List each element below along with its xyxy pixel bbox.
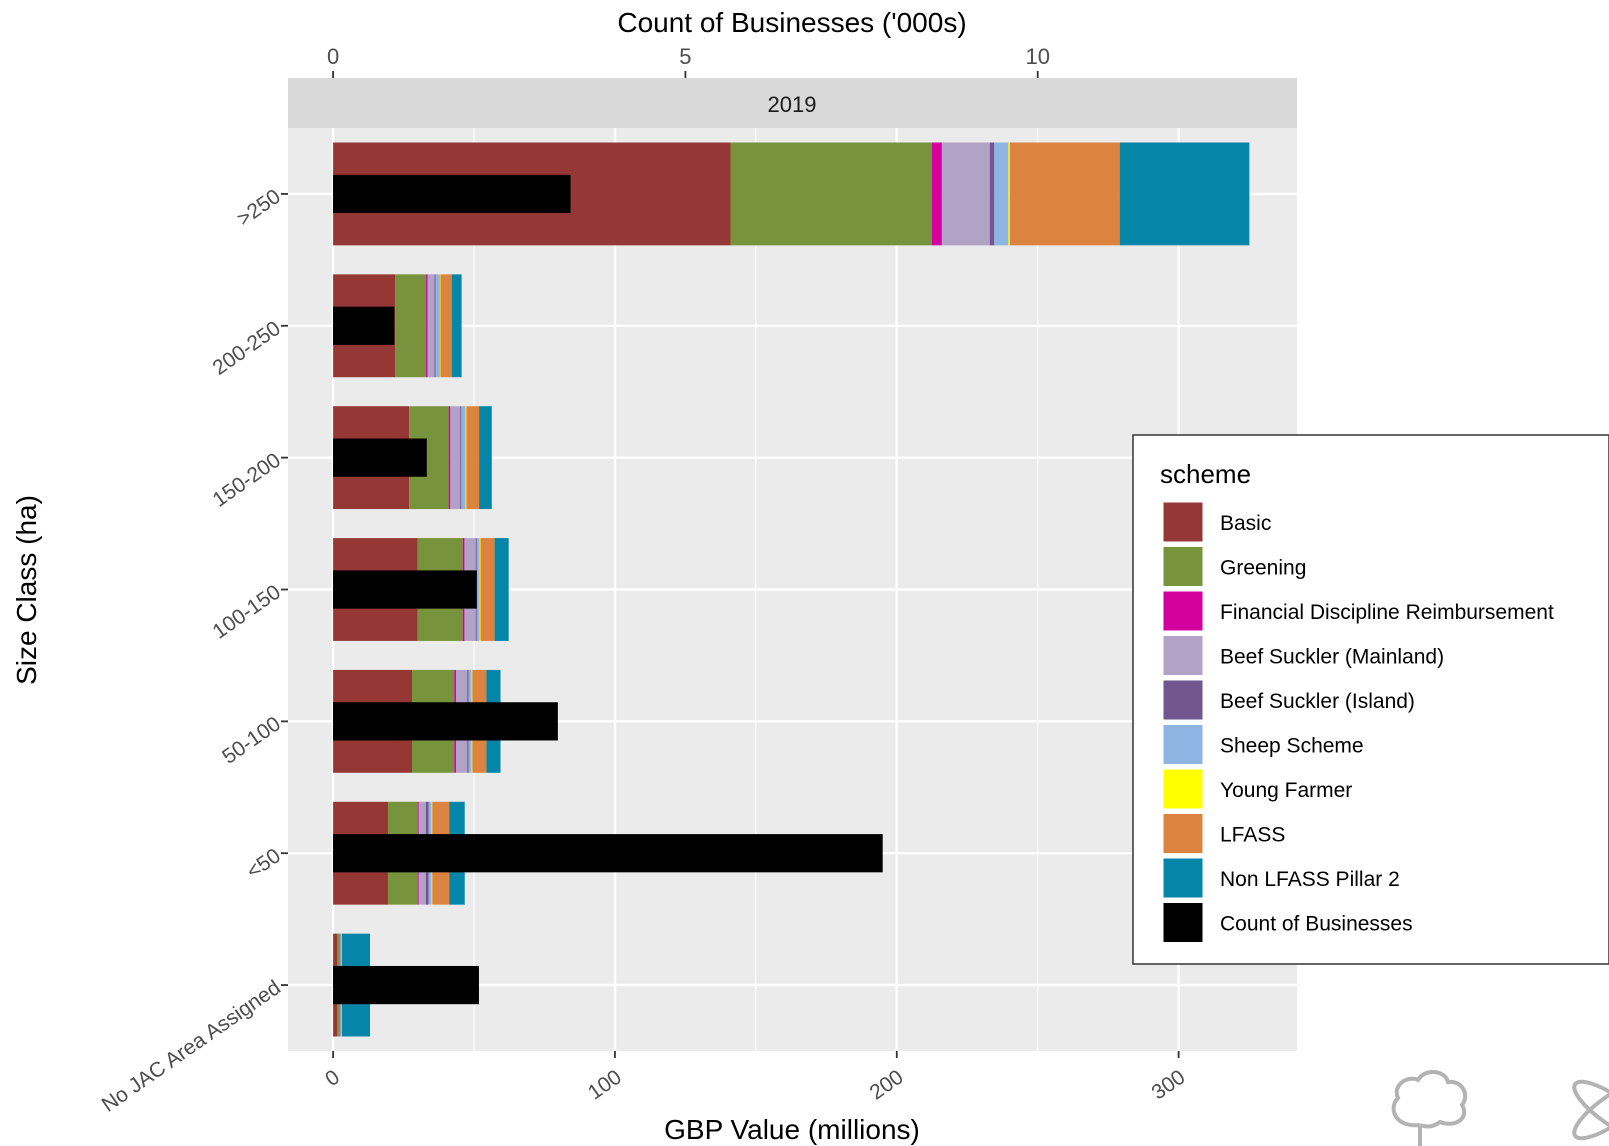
bar-segment bbox=[434, 274, 436, 378]
bar-segment bbox=[994, 142, 1009, 246]
y-tick-label: 150-200 bbox=[209, 449, 285, 512]
x-axis-title: GBP Value (millions) bbox=[664, 1114, 920, 1145]
count-bars bbox=[333, 174, 883, 1005]
legend-key bbox=[1162, 768, 1204, 810]
legend-label: Non LFASS Pillar 2 bbox=[1220, 868, 1400, 891]
legend-label: Beef Suckler (Mainland) bbox=[1220, 646, 1444, 669]
bar-segment bbox=[465, 406, 467, 510]
legend-label: Greening bbox=[1220, 557, 1306, 580]
legend-key bbox=[1162, 724, 1204, 765]
bar-segment bbox=[1009, 142, 1120, 246]
y-tick-label: <50 bbox=[243, 844, 285, 883]
decorative-tree-icon bbox=[1391, 1070, 1468, 1146]
bar-segment bbox=[989, 142, 995, 246]
top-tick-label: 0 bbox=[327, 44, 339, 69]
x-tick-label: 200 bbox=[866, 1066, 908, 1105]
decorative-atom-icon bbox=[1572, 1079, 1609, 1141]
legend-key bbox=[1162, 546, 1204, 587]
facet-strip-label: 2019 bbox=[768, 92, 817, 117]
bar-segment bbox=[479, 538, 481, 641]
x-tick-label: 0 bbox=[321, 1066, 344, 1092]
bar-segment bbox=[426, 274, 428, 378]
bar-segment bbox=[480, 538, 495, 641]
legend-key bbox=[1162, 635, 1204, 676]
bar-segment bbox=[451, 274, 462, 378]
bar-segment bbox=[466, 406, 480, 510]
bar-segment bbox=[450, 406, 461, 510]
legend-label: Financial Discipline Reimbursement bbox=[1220, 601, 1554, 624]
legend-label: LFASS bbox=[1220, 824, 1285, 847]
legend-label: Sheep Scheme bbox=[1220, 735, 1364, 758]
bar-segment bbox=[479, 406, 492, 510]
y-tick-label: 100-150 bbox=[209, 580, 285, 643]
count-bar bbox=[333, 965, 479, 1005]
bar-segment bbox=[1119, 142, 1250, 246]
y-tick-label: No JAC Area Assigned bbox=[98, 976, 285, 1117]
legend-key bbox=[1162, 501, 1204, 543]
legend: scheme Basic Greening Financial Discipline… bbox=[1132, 434, 1609, 965]
count-bar bbox=[333, 834, 883, 873]
bar-segment bbox=[941, 142, 990, 246]
count-bar bbox=[333, 438, 427, 477]
legend-label: Basic bbox=[1220, 512, 1271, 535]
legend-key bbox=[1162, 857, 1204, 899]
legend-title: scheme bbox=[1160, 459, 1251, 489]
bar-segment bbox=[461, 406, 466, 510]
bar-segment bbox=[730, 142, 933, 246]
legend-key bbox=[1162, 679, 1204, 721]
count-bar bbox=[333, 174, 571, 214]
legend-key bbox=[1162, 813, 1204, 854]
x-tick-label: 300 bbox=[1148, 1066, 1190, 1105]
legend-key bbox=[1162, 590, 1204, 632]
bar-segment bbox=[427, 274, 435, 378]
top-tick-label: 10 bbox=[1025, 44, 1049, 69]
bar-segment bbox=[440, 274, 452, 378]
bar-segment bbox=[439, 274, 441, 378]
y-tick-label: 50-100 bbox=[218, 712, 285, 768]
bar-segment bbox=[476, 538, 480, 641]
count-bar bbox=[333, 306, 395, 345]
legend-label: Young Farmer bbox=[1220, 779, 1352, 802]
x-tick-label: 100 bbox=[584, 1066, 626, 1105]
bar-segment bbox=[395, 274, 427, 378]
legend-box bbox=[1132, 434, 1609, 965]
facet-strip bbox=[288, 78, 1297, 128]
top-tick-label: 5 bbox=[679, 44, 691, 69]
count-bar bbox=[333, 702, 558, 741]
y-tick-label: 200-250 bbox=[209, 317, 285, 380]
bar-segment bbox=[435, 274, 440, 378]
top-axis-title: Count of Businesses ('000s) bbox=[617, 7, 966, 38]
legend-label: Beef Suckler (Island) bbox=[1220, 690, 1415, 713]
bar-segment bbox=[1008, 142, 1010, 246]
y-axis-title: Size Class (ha) bbox=[11, 495, 42, 685]
bar-segment bbox=[932, 142, 942, 246]
bar-segment bbox=[448, 406, 451, 510]
y-tick-label: >250 bbox=[233, 185, 285, 231]
bar-segment bbox=[460, 406, 462, 510]
bar-segment bbox=[494, 538, 509, 641]
count-bar bbox=[333, 570, 477, 609]
legend-label: Count of Businesses bbox=[1220, 913, 1413, 936]
legend-key bbox=[1162, 902, 1204, 943]
